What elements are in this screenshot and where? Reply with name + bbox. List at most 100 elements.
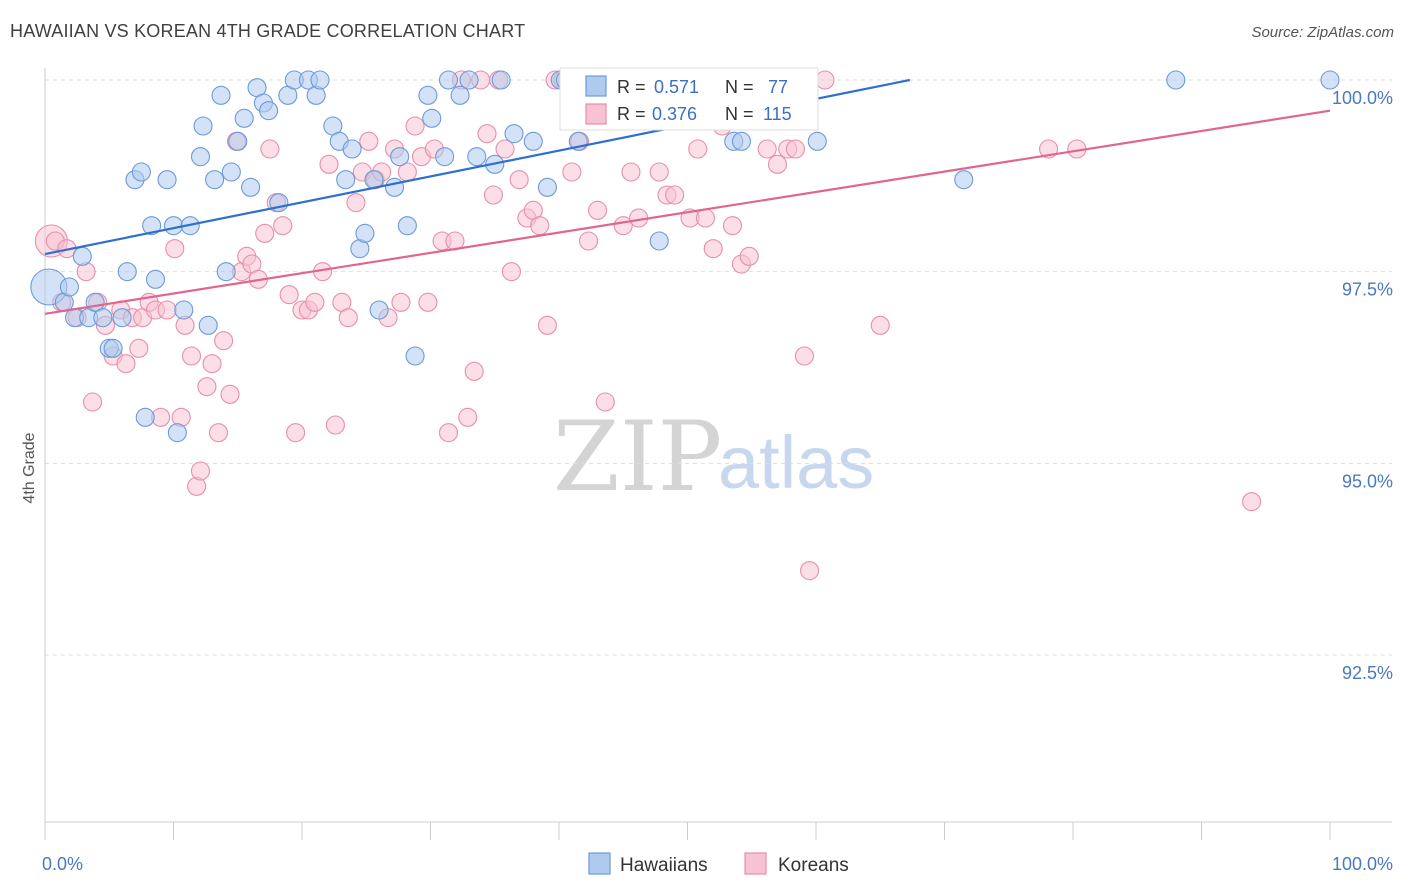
legend-n-label-hawaiians: N = bbox=[725, 77, 754, 97]
hawaiian-point bbox=[342, 139, 362, 159]
hawaiian-point bbox=[390, 147, 410, 167]
korean-point bbox=[495, 139, 515, 159]
hawaiian-point bbox=[103, 338, 123, 358]
korean-point bbox=[757, 139, 777, 159]
korean-point bbox=[458, 407, 478, 427]
hawaiian-point bbox=[405, 346, 425, 366]
hawaiian-point bbox=[384, 177, 405, 197]
hawaiian-point bbox=[467, 147, 487, 167]
hawaiian-point bbox=[355, 223, 375, 243]
legend-r-value-hawaiians: 0.571 bbox=[654, 77, 699, 97]
korean-point bbox=[305, 292, 325, 312]
hawaiian-points bbox=[30, 70, 1340, 443]
korean-point bbox=[325, 415, 345, 435]
korean-point bbox=[273, 216, 293, 236]
korean-point bbox=[197, 377, 217, 397]
korean-point bbox=[338, 308, 358, 328]
korean-point bbox=[279, 285, 299, 305]
hawaiian-point bbox=[438, 70, 459, 90]
hawaiian-point bbox=[397, 216, 417, 236]
y-tick-label: 100.0% bbox=[1332, 88, 1393, 108]
hawaiian-point bbox=[491, 70, 511, 90]
hawaiian-point bbox=[369, 300, 389, 320]
hawaiian-point bbox=[59, 277, 79, 297]
korean-point bbox=[595, 392, 615, 412]
x-tick-label: 0.0% bbox=[42, 854, 83, 874]
hawaiian-point bbox=[221, 162, 241, 182]
y-tick-label: 92.5% bbox=[1342, 663, 1393, 683]
hawaiian-point bbox=[731, 131, 752, 151]
korean-point bbox=[483, 185, 504, 205]
korean-point bbox=[319, 154, 339, 174]
hawaiian-point bbox=[142, 216, 162, 236]
hawaiian-point bbox=[1166, 70, 1186, 90]
korean-point bbox=[464, 361, 484, 381]
y-axis-label: 4th Grade bbox=[21, 432, 38, 503]
hawaiian-point bbox=[241, 177, 261, 197]
hawaiian-point bbox=[72, 246, 92, 266]
hawaiian-point bbox=[537, 177, 557, 197]
hawaiian-point bbox=[193, 116, 213, 136]
hawaiian-point bbox=[649, 231, 669, 251]
korean-point bbox=[530, 216, 550, 236]
korean-point bbox=[621, 162, 641, 182]
hawaiian-point bbox=[259, 101, 279, 121]
bottom-legend-hawaiians: Hawaiians bbox=[620, 855, 708, 876]
korean-point bbox=[286, 423, 306, 443]
hawaiian-point bbox=[807, 131, 827, 151]
korean-point bbox=[346, 193, 366, 213]
legend-n-value-hawaiians: 77 bbox=[768, 77, 788, 97]
hawaiian-point bbox=[504, 124, 524, 144]
korean-point bbox=[501, 262, 522, 282]
korean-point bbox=[477, 124, 497, 144]
hawaiian-point bbox=[167, 423, 187, 443]
korean-point bbox=[202, 354, 222, 374]
watermark-zip: ZIP bbox=[553, 401, 722, 513]
legend-n-label-koreans: N = bbox=[725, 104, 754, 124]
korean-point bbox=[509, 170, 529, 190]
chart-title: HAWAIIAN VS KOREAN 4TH GRADE CORRELATION… bbox=[10, 21, 526, 41]
hawaiian-point bbox=[459, 70, 479, 90]
korean-point bbox=[116, 354, 136, 374]
hawaiian-point bbox=[157, 170, 177, 190]
korean-point bbox=[794, 346, 814, 366]
hawaiian-point bbox=[336, 170, 356, 190]
hawaiian-point bbox=[198, 315, 218, 335]
tick-labels: 100.0% 97.5% 95.0% 92.5% 0.0% 100.0% bbox=[42, 88, 1393, 874]
korean-point bbox=[649, 162, 669, 182]
legend-n-value-koreans: 115 bbox=[763, 104, 792, 124]
bottom-legend-swatch-hawaiians bbox=[588, 852, 611, 875]
korean-point bbox=[438, 423, 459, 443]
korean-point bbox=[587, 200, 608, 220]
hawaiian-point bbox=[163, 216, 184, 236]
hawaiian-point bbox=[112, 308, 132, 328]
hawaiian-point bbox=[418, 85, 438, 105]
hawaiian-point bbox=[131, 162, 151, 182]
watermark-atlas: atlas bbox=[718, 421, 874, 504]
korean-point bbox=[688, 139, 708, 159]
korean-point bbox=[800, 561, 820, 581]
bottom-legend-koreans: Koreans bbox=[778, 855, 849, 876]
hawaiian-point bbox=[450, 85, 470, 105]
korean-point bbox=[703, 239, 723, 259]
legend-r-label-koreans: R = bbox=[617, 104, 646, 124]
korean-point bbox=[220, 384, 240, 404]
korean-point bbox=[255, 223, 275, 243]
korean-point bbox=[767, 154, 788, 174]
bottom-legend-swatch-koreans bbox=[744, 852, 767, 875]
y-tick-label: 95.0% bbox=[1342, 471, 1393, 491]
x-tick-label: 100.0% bbox=[1332, 854, 1393, 874]
hawaiian-point bbox=[954, 170, 974, 190]
hawaiian-point bbox=[523, 131, 543, 151]
korean-point bbox=[405, 116, 425, 136]
hawaiian-point bbox=[234, 108, 254, 128]
hawaiian-point bbox=[135, 407, 155, 427]
korean-point bbox=[391, 292, 411, 312]
hawaiian-point bbox=[145, 269, 166, 289]
hawaiian-point bbox=[228, 131, 248, 151]
legend-swatch-koreans bbox=[585, 103, 607, 125]
korean-point bbox=[157, 300, 177, 320]
korean-point bbox=[260, 139, 280, 159]
legend-swatch-hawaiians bbox=[585, 75, 607, 97]
